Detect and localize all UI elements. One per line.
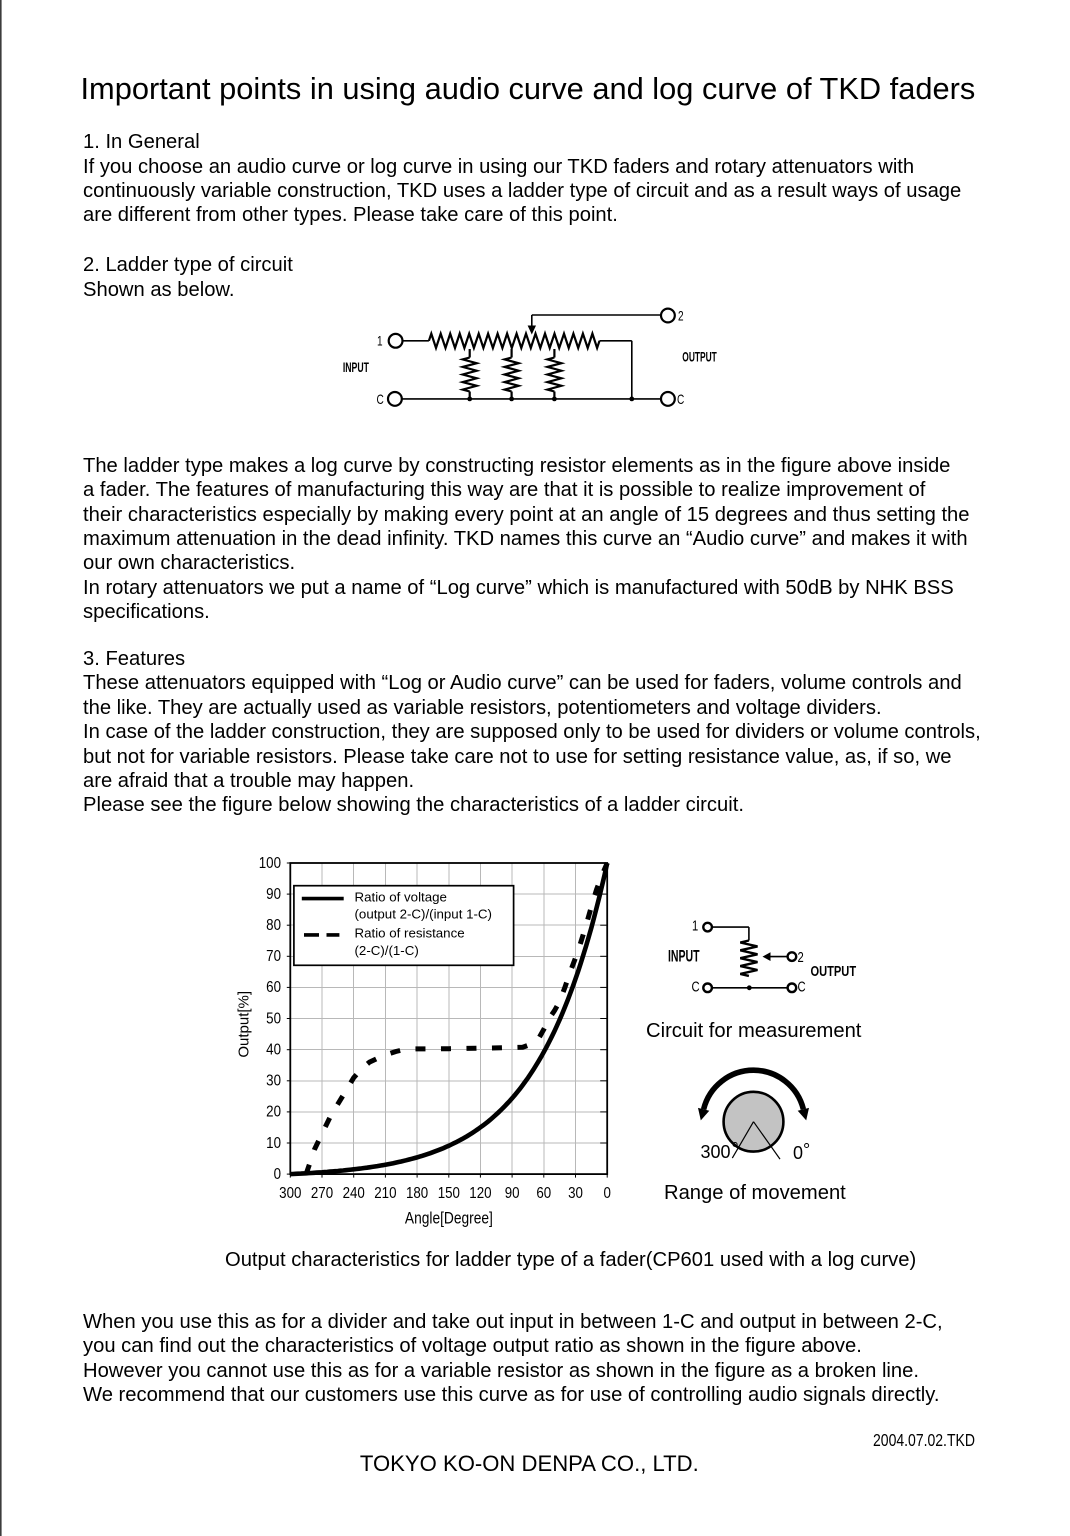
svg-text:Output[%]: Output[%] (236, 991, 253, 1058)
svg-text:70: 70 (266, 948, 281, 965)
svg-text:(2-C)/(1-C): (2-C)/(1-C) (355, 943, 419, 958)
svg-text:(output 2-C)/(input 1-C): (output 2-C)/(input 1-C) (355, 906, 492, 921)
svg-text:10: 10 (266, 1135, 281, 1152)
svg-text:30: 30 (568, 1185, 583, 1202)
svg-text:OUTPUT: OUTPUT (811, 962, 857, 979)
svg-text:C: C (377, 391, 384, 407)
svg-text:C: C (798, 978, 806, 995)
svg-text:2: 2 (798, 948, 804, 965)
svg-text:240: 240 (343, 1185, 365, 1202)
svg-text:OUTPUT: OUTPUT (682, 350, 716, 365)
svg-text:150: 150 (438, 1185, 460, 1202)
svg-text:Ratio of resistance: Ratio of resistance (355, 925, 465, 940)
svg-text:90: 90 (505, 1185, 520, 1202)
svg-text:INPUT: INPUT (343, 360, 369, 376)
svg-text:C: C (692, 978, 700, 995)
svg-text:90: 90 (266, 886, 281, 903)
svg-text:210: 210 (374, 1185, 396, 1202)
svg-text:30: 30 (266, 1073, 281, 1090)
svg-text:INPUT: INPUT (668, 946, 700, 965)
svg-text:1: 1 (377, 333, 383, 349)
svg-text:C: C (677, 391, 684, 407)
svg-text:300: 300 (279, 1185, 301, 1202)
svg-text:0: 0 (603, 1185, 610, 1202)
svg-text:20: 20 (266, 1104, 281, 1121)
svg-text:120: 120 (469, 1185, 491, 1202)
svg-text:°: ° (803, 1140, 810, 1160)
svg-text:1: 1 (692, 917, 698, 934)
svg-text:2: 2 (678, 308, 684, 324)
svg-text:180: 180 (406, 1185, 428, 1202)
svg-text:Ratio of voltage: Ratio of voltage (355, 890, 447, 905)
svg-text:Angle[Degree]: Angle[Degree] (405, 1209, 493, 1228)
svg-text:100: 100 (259, 855, 281, 872)
svg-text:°: ° (732, 1139, 739, 1159)
svg-text:300: 300 (701, 1142, 731, 1162)
svg-text:270: 270 (311, 1185, 333, 1202)
svg-text:50: 50 (266, 1010, 281, 1027)
svg-text:80: 80 (266, 917, 281, 934)
svg-text:60: 60 (536, 1185, 551, 1202)
svg-text:40: 40 (266, 1042, 281, 1059)
svg-text:0: 0 (793, 1143, 803, 1163)
svg-text:60: 60 (266, 979, 281, 996)
svg-text:0: 0 (274, 1166, 281, 1183)
